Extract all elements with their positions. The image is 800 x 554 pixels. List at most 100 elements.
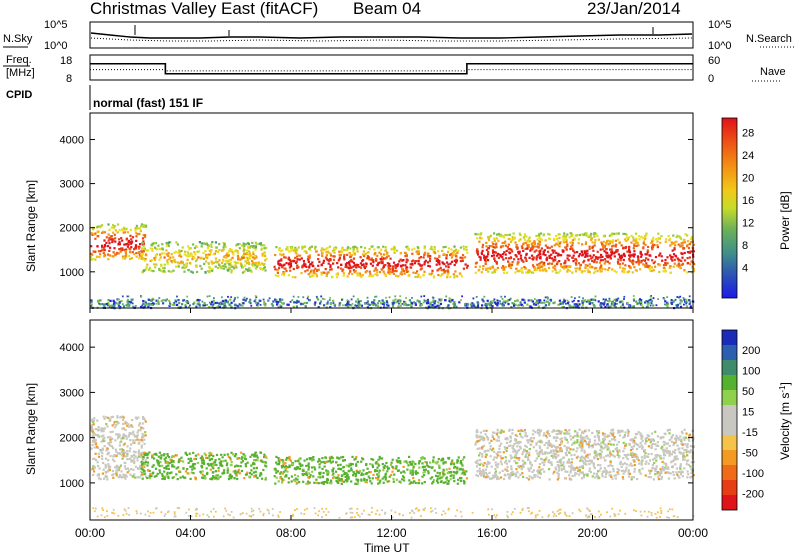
data-cell	[586, 453, 589, 457]
data-cell	[130, 432, 133, 435]
data-cell	[432, 461, 435, 464]
data-cell	[627, 434, 630, 437]
data-cell	[97, 477, 101, 480]
data-cell	[690, 241, 693, 244]
data-cell	[274, 268, 277, 271]
data-cell	[482, 268, 485, 271]
data-cell	[606, 304, 609, 307]
data-cell	[391, 465, 394, 468]
data-cell	[364, 246, 367, 249]
data-cell	[230, 271, 233, 274]
data-cell	[209, 453, 213, 456]
data-cell	[685, 451, 688, 454]
data-cell	[416, 275, 419, 278]
data-cell	[168, 472, 172, 475]
data-cell	[129, 457, 132, 460]
data-cell	[138, 424, 141, 427]
noise-right-tick-top: 10^5	[708, 19, 732, 31]
data-cell	[134, 416, 137, 419]
data-cell	[684, 233, 687, 236]
data-cell	[593, 235, 596, 238]
data-cell	[154, 254, 157, 257]
data-cell	[491, 266, 494, 269]
data-cell	[561, 302, 565, 305]
data-cell	[294, 276, 297, 279]
data-cell	[387, 255, 390, 258]
data-cell	[101, 448, 104, 451]
data-cell	[631, 254, 634, 257]
data-cell	[224, 303, 226, 305]
data-cell	[564, 470, 567, 473]
data-cell	[572, 249, 575, 252]
data-cell	[129, 251, 132, 254]
data-cell	[612, 443, 615, 446]
data-cell	[617, 262, 620, 265]
data-cell	[644, 235, 647, 238]
data-cell	[107, 233, 110, 236]
data-cell	[555, 453, 558, 456]
data-cell	[593, 232, 596, 235]
data-cell	[481, 249, 484, 252]
data-cell	[122, 231, 125, 234]
data-cell	[306, 297, 309, 300]
data-cell	[336, 272, 339, 275]
data-cell	[143, 470, 146, 473]
data-cell	[588, 247, 591, 250]
data-cell	[500, 463, 503, 466]
data-cell	[617, 253, 620, 256]
data-cell	[328, 258, 332, 261]
data-cell	[574, 234, 577, 237]
data-cell	[212, 476, 215, 479]
data-cell	[538, 476, 542, 479]
data-cell	[161, 477, 164, 480]
data-cell	[674, 448, 677, 452]
data-cell	[254, 298, 257, 301]
data-cell	[436, 477, 439, 481]
nsearch-label: N.Search	[746, 33, 792, 45]
data-cell	[399, 272, 402, 275]
data-cell	[181, 303, 184, 306]
data-cell	[223, 243, 226, 246]
data-cell	[615, 299, 618, 302]
data-cell	[235, 244, 238, 247]
data-cell	[134, 227, 137, 230]
data-cell	[126, 453, 129, 456]
data-cell	[590, 237, 593, 240]
data-cell	[456, 471, 459, 474]
data-cell	[198, 299, 201, 301]
data-cell	[586, 300, 588, 303]
data-cell	[206, 270, 210, 273]
data-cell	[155, 474, 158, 477]
data-cell	[568, 269, 571, 272]
data-cell	[325, 303, 328, 305]
data-cell	[253, 452, 256, 455]
data-cell	[91, 443, 94, 447]
data-cell	[664, 263, 668, 267]
data-cell	[213, 252, 217, 255]
data-cell	[465, 477, 468, 480]
data-cell	[93, 466, 97, 469]
data-cell	[101, 455, 104, 458]
data-cell	[118, 444, 121, 447]
data-cell	[595, 451, 598, 454]
data-cell	[124, 467, 127, 470]
data-cell	[691, 475, 694, 478]
data-cell	[464, 303, 466, 306]
data-cell	[222, 248, 225, 251]
data-cell	[210, 477, 213, 480]
data-cell	[110, 238, 113, 241]
data-cell	[184, 470, 188, 473]
data-cell	[137, 455, 140, 458]
data-cell	[654, 265, 657, 268]
data-cell	[92, 419, 95, 422]
data-cell	[200, 455, 204, 458]
data-cell	[378, 469, 381, 472]
data-cell	[254, 245, 258, 248]
data-cell	[613, 304, 616, 307]
data-cell	[474, 262, 477, 265]
data-cell	[379, 257, 382, 261]
data-cell	[314, 468, 317, 471]
data-cell	[505, 462, 509, 465]
data-cell	[308, 256, 311, 259]
data-cell	[427, 470, 430, 473]
